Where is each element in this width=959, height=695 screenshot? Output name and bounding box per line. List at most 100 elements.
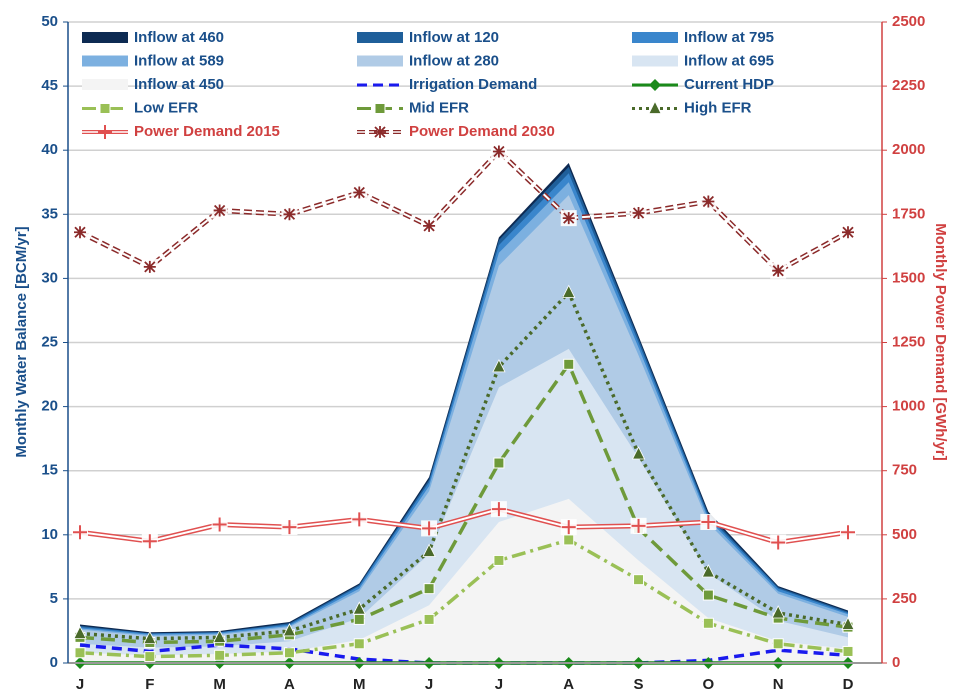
marker — [214, 649, 226, 661]
y2-tick-label: 1750 — [892, 205, 925, 222]
y2-tick-label: 500 — [892, 526, 917, 543]
marker — [73, 625, 87, 639]
marker — [212, 517, 227, 532]
legend-swatch — [632, 55, 678, 67]
marker — [491, 502, 506, 517]
line-inner — [79, 508, 849, 544]
marker — [563, 358, 575, 370]
line — [78, 147, 850, 274]
legend-label: Inflow at 589 — [134, 52, 224, 69]
legend-marker — [98, 125, 112, 139]
marker — [143, 260, 156, 273]
line-inner — [79, 150, 849, 272]
legend-label: Inflow at 450 — [134, 76, 224, 93]
y2-tick-label: 750 — [892, 462, 917, 479]
legend-marker — [648, 100, 662, 114]
y2-tick-label: 1250 — [892, 333, 925, 350]
x-tick-label: J — [76, 676, 84, 693]
marker — [422, 543, 436, 557]
legend-marker — [99, 103, 111, 114]
x-tick-label: D — [843, 676, 854, 693]
marker — [702, 589, 714, 601]
y-tick-label: 25 — [41, 333, 58, 350]
line — [79, 538, 849, 659]
x-tick-label: S — [634, 676, 644, 693]
marker — [771, 605, 785, 619]
legend-label: Current HDP — [684, 76, 774, 93]
y-tick-label: 5 — [50, 590, 58, 607]
marker — [841, 616, 855, 630]
y2-tick-label: 2250 — [892, 77, 925, 94]
marker — [701, 564, 716, 578]
marker — [353, 186, 366, 199]
x-tick-label: F — [145, 676, 154, 693]
marker — [73, 525, 87, 540]
x-tick-label: A — [284, 676, 295, 693]
marker — [561, 520, 576, 535]
y2-tick-label: 1500 — [892, 269, 925, 286]
marker — [842, 645, 854, 657]
y-tick-label: 35 — [41, 205, 58, 222]
marker — [213, 204, 226, 217]
marker — [283, 647, 295, 659]
legend-swatch — [357, 32, 403, 43]
marker — [772, 264, 785, 277]
marker — [142, 534, 157, 549]
marker — [493, 554, 505, 566]
marker — [352, 601, 366, 615]
y-tick-label: 0 — [50, 654, 58, 671]
marker — [282, 623, 297, 637]
marker — [422, 521, 437, 536]
legend-marker — [649, 79, 661, 91]
marker — [492, 145, 505, 158]
y-tick-label: 10 — [41, 526, 58, 543]
y2-tick-label: 2500 — [892, 13, 925, 30]
legend-swatch — [632, 32, 678, 43]
y-tick-label: 30 — [41, 269, 58, 286]
y-tick-label: 50 — [41, 13, 58, 30]
legend-marker — [374, 126, 386, 138]
line — [79, 360, 849, 645]
legend-swatch — [357, 55, 403, 67]
marker — [702, 195, 715, 208]
x-tick-label: N — [773, 676, 784, 693]
area — [80, 498, 848, 663]
legend-label: Mid EFR — [409, 99, 469, 116]
legend-label: High EFR — [684, 99, 752, 116]
legend-swatch — [82, 55, 128, 67]
legend-label: Inflow at 695 — [684, 52, 774, 69]
marker — [562, 212, 575, 225]
legend-swatch — [82, 79, 128, 90]
x-tick-label: M — [353, 676, 366, 693]
x-tick-label: A — [563, 676, 574, 693]
marker — [283, 208, 296, 221]
marker — [352, 512, 367, 527]
marker — [423, 219, 436, 232]
legend-label: Inflow at 460 — [134, 29, 224, 46]
y2-tick-label: 2000 — [892, 141, 925, 158]
y2-axis-label: Monthly Power Demand [GWh/yr] — [932, 223, 949, 461]
y2-tick-label: 0 — [892, 654, 900, 671]
y-tick-label: 40 — [41, 141, 58, 158]
marker — [74, 647, 86, 659]
marker — [493, 457, 505, 469]
y2-tick-label: 1000 — [892, 398, 925, 415]
marker — [842, 226, 854, 239]
y-tick-label: 15 — [41, 462, 58, 479]
marker — [701, 514, 716, 529]
legend-label: Low EFR — [134, 99, 198, 116]
marker — [771, 535, 786, 550]
legend-label: Inflow at 120 — [409, 29, 499, 46]
marker — [143, 630, 157, 645]
line — [79, 289, 849, 641]
marker — [353, 638, 365, 650]
x-tick-label: J — [425, 676, 433, 693]
marker — [841, 525, 855, 540]
marker — [492, 358, 506, 373]
legend-label: Inflow at 795 — [684, 29, 774, 46]
y2-tick-label: 250 — [892, 590, 917, 607]
marker — [74, 226, 86, 239]
legend-marker — [374, 103, 386, 114]
x-tick-label: J — [495, 676, 503, 693]
